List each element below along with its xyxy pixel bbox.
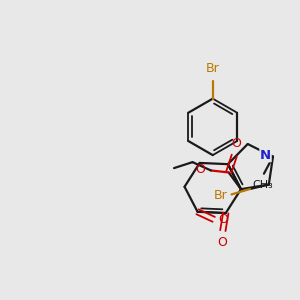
Text: Br: Br — [213, 188, 227, 202]
Text: O: O — [217, 236, 227, 249]
Text: N: N — [260, 148, 271, 162]
Text: CH₃: CH₃ — [252, 180, 273, 190]
Text: O: O — [196, 164, 206, 176]
Text: Br: Br — [206, 62, 220, 76]
Text: O: O — [231, 137, 241, 150]
Text: O: O — [218, 213, 228, 226]
